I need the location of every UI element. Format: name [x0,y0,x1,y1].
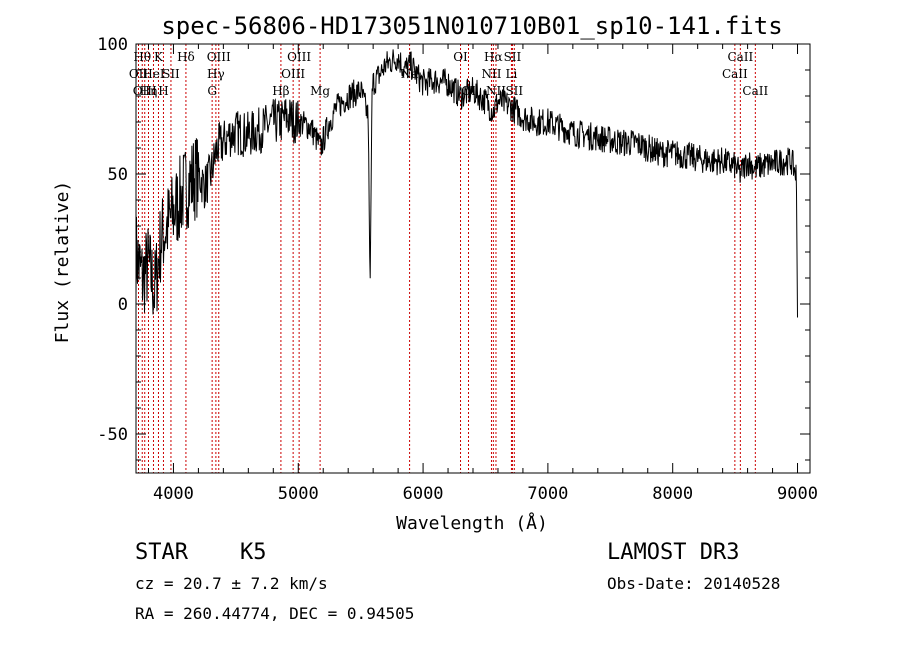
spectrum-series-flux [135,49,798,318]
line-label-li: Li [506,67,518,81]
x-tick-label: 5000 [278,484,319,504]
line-label-hβ: Hβ [272,84,289,98]
line-label-oiii: OIII [287,50,311,64]
redshift-readout: cz = 20.7 ± 7.2 km/s [135,574,328,593]
y-tick-label: 0 [118,295,128,315]
line-label-hδ: Hδ [177,50,195,64]
plot-frame [135,43,811,474]
line-label-hθ: Hθ [133,50,151,64]
coordinates-readout: RA = 260.44774, DEC = 0.94505 [135,604,415,623]
line-label-oii: OII [129,67,149,81]
line-label-sii: SII [162,67,180,81]
line-label-hei: HeI [142,67,165,81]
y-tick-label: 50 [108,165,128,185]
x-tick-label: 4000 [153,484,194,504]
y-tick-label: -50 [97,425,128,445]
line-label-k: K [154,50,164,64]
line-label-na: Na [401,67,419,81]
line-label-caii: CaII [722,67,748,81]
line-label-oi: OI [453,50,468,64]
x-axis-label: Wavelength (Å) [396,512,548,534]
object-subclass: K5 [240,540,267,565]
line-label-nii: NII [481,67,501,81]
line-label-hη: Hη [140,84,158,98]
y-axis-ticks: -50 0 50 100 [97,35,810,461]
line-label-hα: Hα [484,50,503,64]
x-tick-label: 9000 [777,484,818,504]
observation-date: Obs-Date: 20140528 [607,574,781,593]
y-axis-label: Flux (relative) [52,181,73,344]
x-tick-label: 8000 [652,484,693,504]
line-label-oiii: OIII [133,84,157,98]
survey-name: LAMOST DR3 [607,540,740,565]
line-label-sii: SII [504,50,522,64]
line-label-caii: CaII [727,50,753,64]
line-label-sii: SII [505,84,523,98]
line-label-caii: CaII [742,84,768,98]
line-label-g: G [207,84,217,98]
line-label-oiii: OIII [207,50,231,64]
chart-title: spec-56806-HD173051N010710B01_sp10-141.f… [161,12,782,40]
x-tick-label: 7000 [527,484,568,504]
spectral-line-markers [137,44,756,473]
line-label-oiii: OIII [281,67,305,81]
y-tick-label: 100 [97,35,128,55]
x-tick-label: 6000 [403,484,444,504]
line-label-mg: Mg [310,84,330,98]
x-axis-ticks: 4000 5000 6000 7000 8000 9000 [147,44,818,504]
line-label-h: H [158,84,168,98]
line-label-hγ: Hγ [207,67,225,81]
object-class: STAR [135,540,188,565]
